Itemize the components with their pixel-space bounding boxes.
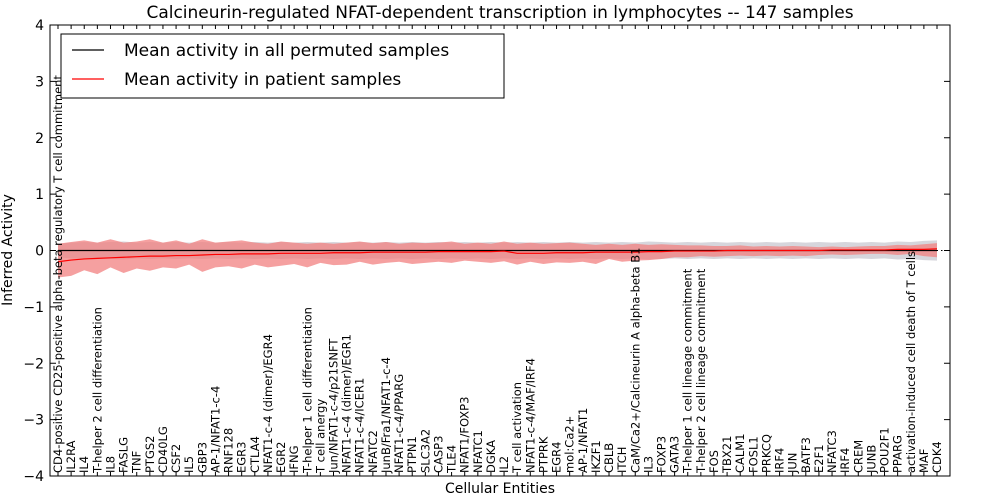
x-tick-label: PTPRK [536,436,550,473]
x-tick-label: NFAT1-c-4/ICER1 [353,378,367,473]
x-tick-label: CaM/Ca2+/Calcineurin A alpha-beta B1 [628,248,642,473]
x-tick-label: NFATC1 [471,430,485,473]
x-tick-label: E2F1 [812,444,826,473]
x-tick-label: PPARG [891,435,905,473]
x-tick-label: EGR2 [274,442,288,474]
x-tick-label: FOS [707,450,721,473]
x-tick-label: PTPN1 [405,436,419,473]
x-tick-labels: CD4-positive CD25-positive alpha-beta re… [51,75,944,474]
x-tick-label: CASP3 [431,436,445,473]
x-tick-label: RNF128 [222,428,236,473]
x-tick-label: IL8 [103,456,117,473]
x-tick-label: EGR3 [235,442,249,474]
x-tick-label: IL2 [497,456,511,473]
x-tick-label: BATF3 [799,437,813,473]
x-tick-label: FOSL1 [746,436,760,473]
x-tick-label: T-helper 2 cell lineage commitment [694,268,708,474]
y-axis-label: Inferred Activity [0,194,16,306]
x-tick-label: FOXP3 [654,436,668,473]
x-tick-label: CD4-positive CD25-positive alpha-beta re… [51,75,65,473]
x-tick-label: FASLG [117,437,131,473]
x-tick-label: T-helper 1 cell differentiation [300,307,314,474]
x-tick-label: CALM1 [733,433,747,473]
y-tick-label: 3 [35,74,44,90]
legend-label-permuted: Mean activity in all permuted samples [124,41,449,61]
x-tick-label: IL5 [182,456,196,473]
x-tick-label: IL4 [77,456,91,473]
x-tick-label: TBX21 [720,436,734,474]
x-tick-label: IFNG [287,445,301,473]
x-tick-label: T cell activation [510,382,524,474]
legend-label-patient: Mean activity in patient samples [124,70,401,90]
y-tick-label: −4 [23,469,44,485]
x-tick-label: ITCH [615,447,629,473]
x-tick-label: MAF [917,449,931,473]
x-tick-label: T cell anergy [313,399,327,474]
y-tick-label: 0 [35,244,44,260]
x-tick-label: JUN [786,453,800,474]
plot-frame [49,24,951,477]
x-tick-label: SLC3A2 [418,429,432,473]
x-tick-label: NFAT1-c-4/PPARG [392,374,406,473]
x-tick-label: IL2RA [64,440,78,473]
y-tick-label: 2 [35,131,44,147]
x-tick-label: TLE4 [445,445,459,474]
x-tick-label: NFAT1-c-4/MAF/IRF4 [523,358,537,473]
patient-samples-line [57,248,938,263]
legend: Mean activity in all permuted samples Me… [60,33,505,99]
x-tick-label: DGKA [484,440,498,473]
y-tick-label: 1 [35,187,44,203]
x-tick-label: NFAT1/FOXP3 [458,397,472,473]
x-tick-label: CD40LG [156,426,170,473]
x-tick-label: JUNB [864,445,878,474]
x-tick-label: T-helper 1 cell lineage commitment [681,268,695,474]
x-tick-label: PRKCQ [759,434,773,473]
x-tick-label: AP-1/NFAT1-c-4 [208,386,222,473]
x-tick-label: CSF2 [169,444,183,473]
chart-title: Calcineurin-regulated NFAT-dependent tra… [146,3,853,23]
x-tick-label: CREM [851,440,865,473]
x-tick-label: Jun/NFAT1-c-4/p21SNFT [327,338,341,474]
x-tick-label: NFATC2 [366,430,380,473]
x-axis-ticks [57,25,938,476]
patient-samples-band [58,239,937,278]
x-tick-label: NFAT1-c-4 (dimer)/EGR4 [261,334,275,473]
y-tick-label: 4 [35,18,44,34]
x-axis-label: Cellular Entities [445,481,555,497]
x-tick-label: POU2F1 [878,427,892,473]
x-tick-label: mol:Ca2+ [563,416,577,473]
x-tick-label: IRF4 [838,448,852,473]
x-tick-label: NFAT1-c-4 (dimer)/EGR1 [340,334,354,473]
x-tick-label: NFATC3 [825,430,839,473]
x-tick-label: CBLB [602,443,616,473]
legend-box [60,33,505,99]
x-tick-label: IRF4 [773,448,787,473]
y-axis-ticks: −4 −3 −2 −1 0 1 2 3 4 [23,18,950,485]
x-tick-label: JunB/Fra1/NFAT1-c-4 [379,357,393,474]
x-tick-label: CDK4 [930,441,944,473]
x-tick-label: GATA3 [668,436,682,473]
x-tick-label: PTGS2 [143,436,157,474]
x-tick-label: CTLA4 [248,436,262,473]
x-tick-label: AP-1/NFAT1 [576,408,590,473]
plot-area: CD4-positive CD25-positive alpha-beta re… [50,75,950,474]
x-tick-label: T-helper 2 cell differentiation [90,307,104,474]
y-tick-label: −3 [23,413,44,429]
x-tick-label: TNF [130,451,144,474]
y-tick-label: −2 [23,356,44,372]
x-tick-label: activation-induced cell death of T cells [904,251,918,473]
x-tick-label: GBP3 [195,442,209,473]
x-tick-label: EGR4 [550,442,564,474]
x-tick-label: IKZF1 [589,440,603,473]
y-tick-label: −1 [23,300,44,316]
x-tick-label: IL3 [641,456,655,473]
